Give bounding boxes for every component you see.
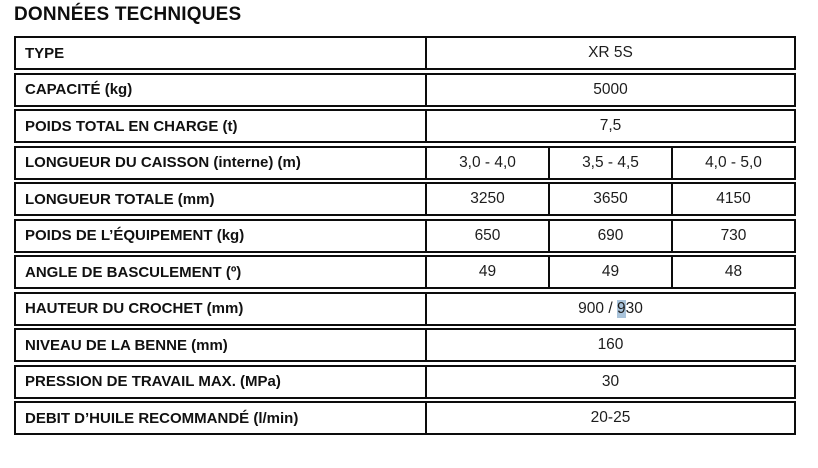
table-row-type: TYPE XR 5S bbox=[14, 36, 796, 70]
selection-highlight: 9 bbox=[616, 299, 626, 318]
row-value-col1: 49 bbox=[425, 257, 548, 287]
row-label: DEBIT D’HUILE RECOMMANDÉ (l/min) bbox=[25, 409, 299, 427]
row-value-col3: 4150 bbox=[671, 184, 794, 214]
row-value: 30 bbox=[425, 366, 794, 397]
row-label: PRESSION DE TRAVAIL MAX. (MPa) bbox=[25, 373, 281, 390]
table-row-longueur-totale: LONGUEUR TOTALE (mm) 3250 3650 4150 bbox=[14, 182, 796, 216]
table-row-debit-huile: DEBIT D’HUILE RECOMMANDÉ (l/min) 20-25 bbox=[14, 401, 796, 435]
row-value: 160 bbox=[425, 330, 794, 360]
row-value: XR 5S bbox=[425, 38, 794, 68]
row-label: TYPE bbox=[25, 44, 65, 62]
row-value-col1: 3250 bbox=[425, 184, 548, 214]
table-row-longueur-caisson: LONGUEUR DU CAISSON (interne) (m) 3,0 - … bbox=[14, 145, 796, 180]
row-value: 5000 bbox=[425, 74, 794, 105]
table-row-hauteur-crochet: HAUTEUR DU CROCHET (mm) 900 / 9 30 bbox=[14, 291, 796, 326]
technical-data-table: TYPE XR 5S CAPACITÉ (kg) 5000 POIDS TOTA… bbox=[14, 36, 796, 435]
row-value-col2: 690 bbox=[548, 220, 671, 251]
row-value: 900 / 9 30 bbox=[425, 293, 794, 324]
row-label: ANGLE DE BASCULEMENT (º) bbox=[25, 263, 242, 281]
row-value-col2: 3,5 - 4,5 bbox=[548, 147, 671, 178]
row-label: LONGUEUR TOTALE (mm) bbox=[25, 190, 215, 208]
table-row-poids-equipement: POIDS DE L’ÉQUIPEMENT (kg) 650 690 730 bbox=[14, 218, 796, 253]
row-value-col2: 3650 bbox=[548, 184, 671, 214]
row-label: POIDS DE L’ÉQUIPEMENT (kg) bbox=[25, 227, 245, 244]
row-label: NIVEAU DE LA BENNE (mm) bbox=[25, 336, 228, 354]
row-label: POIDS TOTAL EN CHARGE (t) bbox=[25, 117, 238, 135]
row-value-col3: 48 bbox=[671, 257, 794, 287]
row-value-col3: 730 bbox=[671, 220, 794, 251]
value-text: 30 bbox=[625, 299, 643, 317]
table-row-pression-travail: PRESSION DE TRAVAIL MAX. (MPa) 30 bbox=[14, 364, 796, 399]
row-value-col1: 3,0 - 4,0 bbox=[425, 147, 548, 178]
row-value: 7,5 bbox=[425, 111, 794, 141]
value-text: 900 / bbox=[578, 299, 617, 317]
row-value-col3: 4,0 - 5,0 bbox=[671, 147, 794, 178]
row-value-col1: 650 bbox=[425, 220, 548, 251]
table-row-capacite: CAPACITÉ (kg) 5000 bbox=[14, 72, 796, 107]
page-title: DONNÉES TECHNIQUES bbox=[14, 4, 242, 25]
row-label: LONGUEUR DU CAISSON (interne) (m) bbox=[25, 154, 301, 171]
table-row-angle-basculement: ANGLE DE BASCULEMENT (º) 49 49 48 bbox=[14, 255, 796, 289]
table-row-poids-total: POIDS TOTAL EN CHARGE (t) 7,5 bbox=[14, 109, 796, 143]
row-value-col2: 49 bbox=[548, 257, 671, 287]
table-row-niveau-benne: NIVEAU DE LA BENNE (mm) 160 bbox=[14, 328, 796, 362]
row-label: HAUTEUR DU CROCHET (mm) bbox=[25, 300, 244, 317]
row-value: 20-25 bbox=[425, 403, 794, 433]
row-label: CAPACITÉ (kg) bbox=[25, 81, 133, 98]
